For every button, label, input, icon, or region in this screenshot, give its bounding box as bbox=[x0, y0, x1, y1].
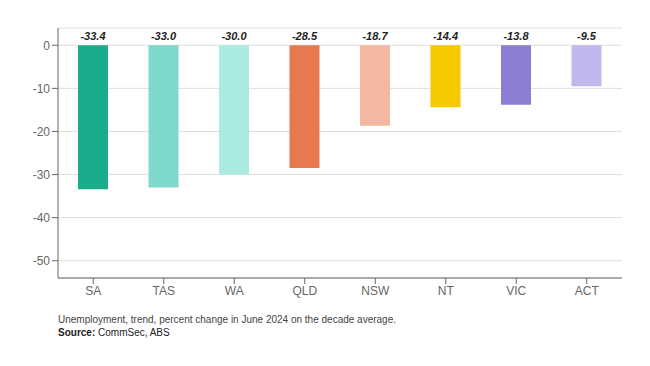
html-text:Source: CommSec, ABS: Source: CommSec, ABS bbox=[58, 327, 170, 338]
svg-text:VIC: VIC bbox=[506, 284, 526, 298]
svg-text:ACT: ACT bbox=[575, 284, 600, 298]
svg-text:-20: -20 bbox=[33, 125, 51, 139]
svg-text:NT: NT bbox=[438, 284, 455, 298]
svg-text:-30: -30 bbox=[33, 168, 51, 182]
svg-text:-13.8: -13.8 bbox=[503, 30, 529, 42]
svg-text:-18.7: -18.7 bbox=[362, 30, 388, 42]
svg-text:-40: -40 bbox=[33, 211, 51, 225]
html-text:Unemployment, trend, percent c: Unemployment, trend, percent change in J… bbox=[58, 314, 396, 325]
svg-text:TAS: TAS bbox=[153, 284, 175, 298]
svg-text:NSW: NSW bbox=[361, 284, 390, 298]
svg-text:0: 0 bbox=[43, 39, 50, 53]
svg-text:-14.4: -14.4 bbox=[433, 30, 458, 42]
svg-text:QLD: QLD bbox=[292, 284, 317, 298]
svg-text:-9.5: -9.5 bbox=[577, 30, 597, 42]
svg-text:-10: -10 bbox=[33, 82, 51, 96]
svg-text:WA: WA bbox=[225, 284, 244, 298]
svg-text:-50: -50 bbox=[33, 254, 51, 268]
svg-text:-33.0: -33.0 bbox=[151, 30, 177, 42]
svg-text:-28.5: -28.5 bbox=[292, 30, 318, 42]
svg-text:-30.0: -30.0 bbox=[221, 30, 247, 42]
svg-text:SA: SA bbox=[85, 284, 101, 298]
svg-text:-33.4: -33.4 bbox=[80, 30, 105, 42]
